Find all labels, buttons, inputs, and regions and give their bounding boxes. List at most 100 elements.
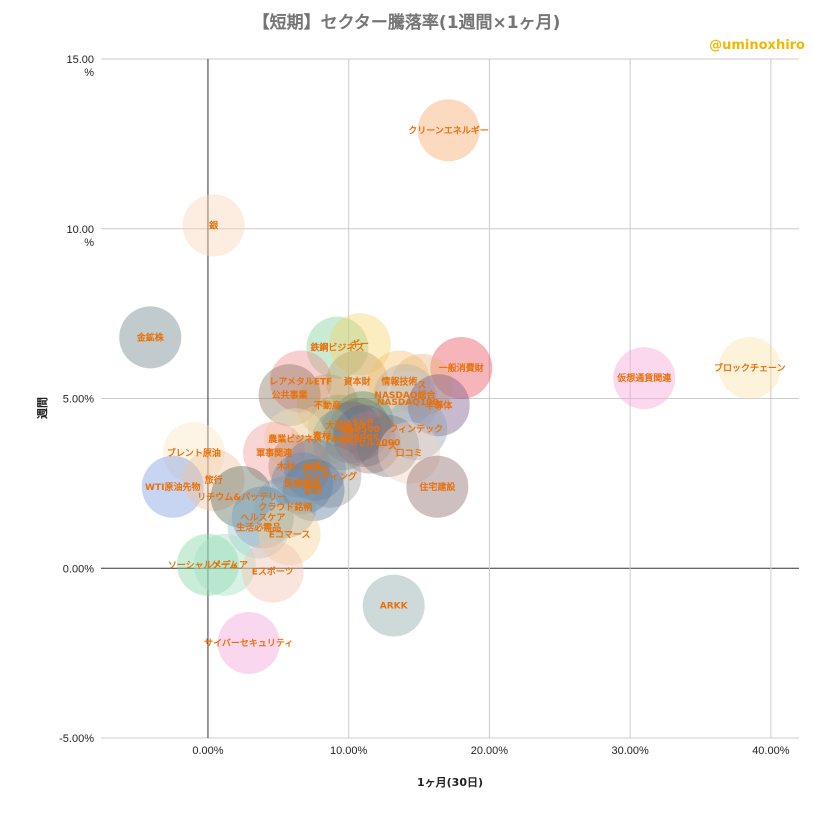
data-point-label: 農業ビジネス [268, 433, 322, 445]
data-point-label: 口コミ [396, 448, 423, 459]
data-point-label: 鉄鋼ビジネス [310, 342, 364, 354]
data-point-label: フィンテック [389, 424, 443, 435]
data-point-label: 木材・林業 [276, 460, 323, 472]
data-point-label: 旅行 [205, 474, 223, 486]
data-point-label: 金鉱株 [136, 331, 165, 343]
data-point-label: 航空 [304, 484, 322, 496]
data-point [407, 374, 470, 437]
data-point [217, 611, 280, 674]
data-point [210, 465, 273, 528]
data-point-label: ス [417, 380, 426, 391]
data-point [271, 452, 334, 515]
data-point [182, 448, 245, 511]
data-point-label: 半導体 [425, 399, 453, 411]
data-point [254, 476, 317, 539]
data-point [296, 374, 359, 437]
data-point-label: NASDAQ100 [377, 398, 439, 408]
data-point-label: 一般消費財 [439, 362, 484, 374]
x-tick-label: 40.00% [752, 745, 790, 757]
data-point [176, 533, 239, 596]
data-point [362, 574, 425, 637]
data-point [385, 398, 448, 461]
data-point-label: レアメタルETF [269, 376, 332, 388]
data-point [306, 316, 369, 379]
data-point-label: ース [379, 441, 397, 452]
data-point [320, 401, 383, 464]
x-tick-label: 30.00% [611, 745, 649, 757]
data-point-label: サイバーセキュリティ [204, 638, 293, 649]
data-point [417, 99, 480, 162]
data-point-label: クリーンエネルギー [408, 124, 489, 136]
data-point [331, 391, 394, 454]
grid-layer [101, 58, 799, 739]
data-point-label: リチウム&バッテリー [197, 492, 286, 503]
data-point-label: ソーシャルメディア [168, 559, 248, 571]
data-point-label: 医療機器 [284, 477, 321, 489]
data-point [328, 313, 391, 376]
data-point-label: 仮想通貨関連 [616, 372, 672, 384]
data-point [227, 496, 290, 559]
data-point-label: ダウ [342, 426, 360, 438]
tick-layer: 15.00 % 10.00 % 5.00% 0.00% -5.00% 0.00% 10.00% 2… [59, 54, 790, 757]
data-point [269, 350, 332, 413]
data-point-label: 不動産 [314, 399, 341, 411]
data-point [243, 421, 306, 484]
data-point-label: 住宅建設 [419, 481, 456, 493]
x-tick-label: 0.00% [192, 745, 223, 757]
data-point [162, 421, 225, 484]
data-point [299, 445, 362, 508]
chart-title: 【短期】セクター騰落率(1週間×1ヶ月) [252, 13, 561, 33]
y-tick-label: 15.00% [66, 54, 94, 79]
data-point [258, 364, 321, 427]
data-point-label: 生活必需品 [236, 522, 281, 534]
y-tick-label: -5.00% [59, 733, 94, 745]
y-tick-label: 5.00% [63, 394, 94, 406]
data-point [283, 438, 346, 501]
data-point [282, 459, 345, 522]
data-point [307, 394, 370, 457]
data-point-label: Eスポーツ [252, 566, 294, 578]
data-point-label: 素材 [313, 430, 331, 442]
data-point-label: ギー [351, 338, 369, 350]
y-axis-label: 週間 [35, 397, 49, 419]
data-point [718, 336, 781, 399]
data-point-label: 軍事関連 [256, 447, 293, 459]
data-point-label: 銀 [209, 219, 218, 231]
data-point [338, 411, 401, 474]
data-point [182, 194, 245, 257]
data-point-label: 大型株 [325, 420, 353, 432]
bubble-layer [119, 99, 781, 674]
data-point-label: ブロックチェーン [714, 362, 786, 374]
data-point-label: FANG+ [326, 435, 361, 445]
data-point-label: ラッセル2000 [339, 438, 400, 449]
x-tick-label: 20.00% [471, 745, 509, 757]
watermark: @uminoxhiro [709, 38, 805, 53]
data-point [378, 421, 441, 484]
data-point [333, 404, 396, 467]
data-point-label: NASDAQ総合 [374, 389, 436, 401]
data-point [312, 408, 375, 471]
data-point [326, 350, 389, 413]
data-point-label: ブレント原油 [167, 447, 221, 459]
data-point-label: ARKK [380, 602, 409, 612]
x-axis-label: 1ヶ月(30日) [417, 776, 483, 789]
data-point-label: ゲーム [211, 559, 238, 571]
data-point [264, 408, 327, 471]
data-point-label: S&P [352, 418, 373, 428]
data-point [373, 364, 436, 427]
data-point [328, 398, 391, 461]
data-point [376, 370, 439, 433]
data-point [119, 306, 182, 369]
data-point-label: 公共事業 [272, 389, 309, 401]
data-point-label: WTI原油先物 [145, 481, 200, 493]
data-point [290, 404, 353, 467]
data-point [193, 533, 256, 596]
data-point-label: 情報技術 [380, 376, 417, 388]
data-point [241, 540, 304, 603]
data-point [368, 350, 431, 413]
data-point [357, 415, 420, 478]
data-point-label: 資本財 [344, 376, 371, 388]
data-point-label: ベンディング [304, 471, 357, 483]
